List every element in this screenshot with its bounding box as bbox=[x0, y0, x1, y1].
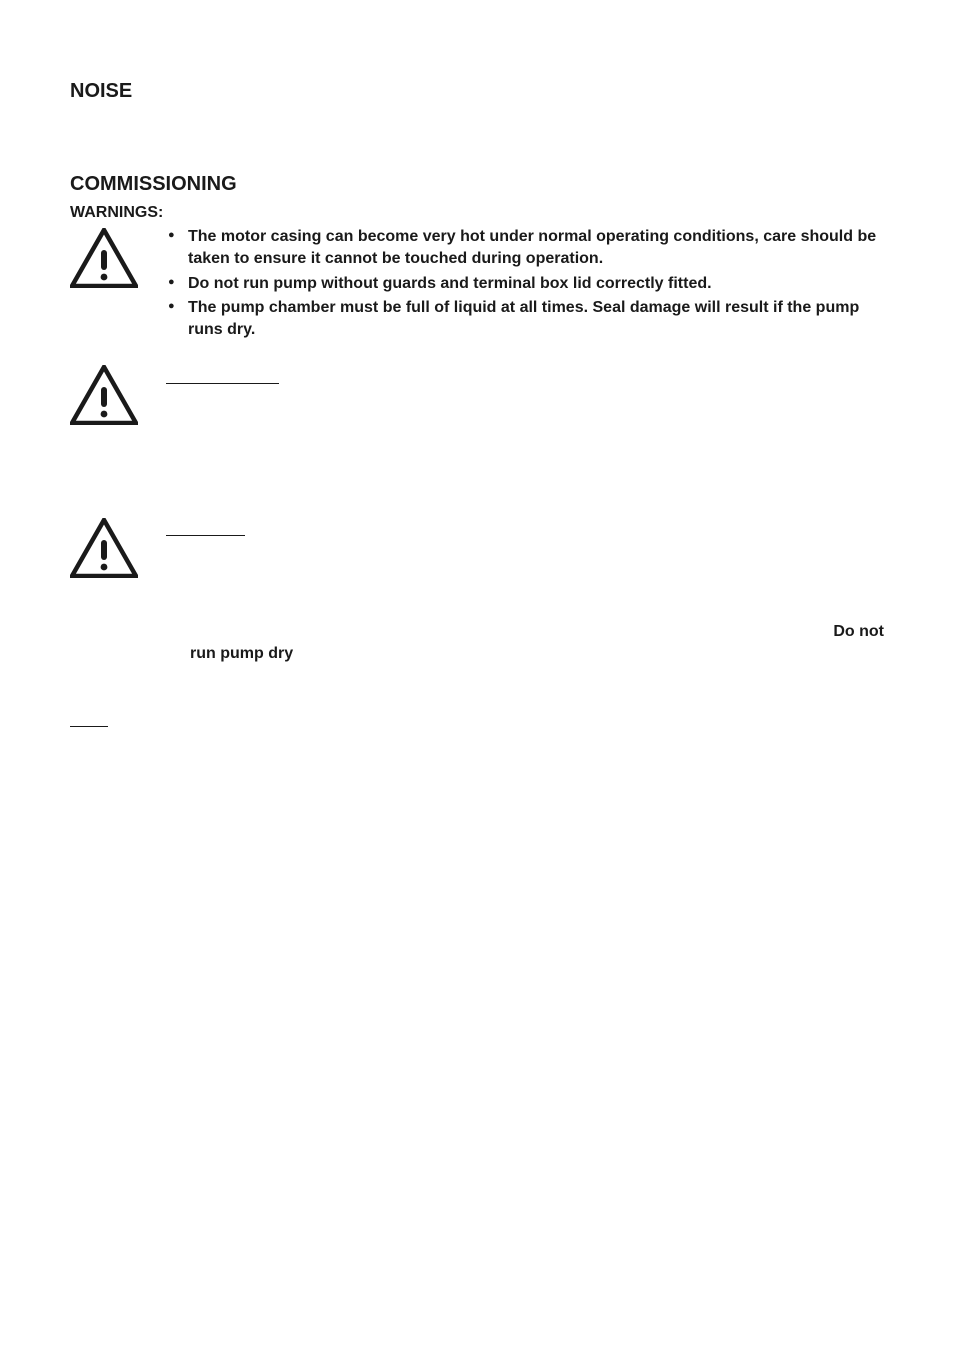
noise-section: NOISE The pump noise level depends on mo… bbox=[70, 80, 884, 133]
note-text: For a constant running pump fit a non-re… bbox=[70, 708, 872, 747]
suction-lift-content: Suction Lift The pump chamber is require… bbox=[166, 516, 884, 613]
warnings-row-main: The motor casing can become very hot und… bbox=[70, 226, 884, 343]
warning-bullet: The motor casing can become very hot und… bbox=[166, 226, 884, 269]
warnings-bullets-container: The motor casing can become very hot und… bbox=[166, 226, 884, 343]
flooded-suction-content: Flooded suction Open the outlet valve an… bbox=[166, 363, 884, 501]
run-pump-dry-text: run pump dry bbox=[190, 645, 293, 662]
commissioning-section: COMMISSIONING WARNINGS: The motor casing… bbox=[70, 173, 884, 750]
warning-bullet: The pump chamber must be full of liquid … bbox=[166, 297, 884, 340]
warning-triangle-icon bbox=[70, 365, 138, 430]
noise-heading: NOISE bbox=[70, 80, 884, 103]
suction-lift-text-before: The pump chamber is required to be fille… bbox=[166, 548, 865, 610]
do-not-text: Do not bbox=[833, 621, 884, 643]
noise-body: The pump noise level depends on motor fi… bbox=[70, 111, 884, 133]
flooded-suction-label: Flooded suction bbox=[166, 365, 279, 384]
note-block: Note: For a constant running pump fit a … bbox=[70, 706, 884, 751]
suction-lift-paragraph: The pump chamber is required to be fille… bbox=[166, 546, 884, 613]
suction-lift-block: Suction Lift The pump chamber is require… bbox=[70, 516, 884, 688]
warning-bullet: Do not run pump without guards and termi… bbox=[166, 273, 884, 295]
suction-lift-label: Suction Lift bbox=[166, 516, 245, 536]
commissioning-heading: COMMISSIONING bbox=[70, 173, 884, 196]
flooded-suction-text: Open the outlet valve and the inlet valv… bbox=[166, 390, 884, 502]
suction-lift-emphasis-line2: run pump dry. Start pump, when at full s… bbox=[190, 643, 884, 688]
note-label: Note: bbox=[70, 708, 108, 727]
warning-triangle-icon bbox=[70, 518, 138, 583]
warning-triangle-icon bbox=[70, 228, 138, 293]
flooded-suction-block: Flooded suction Open the outlet valve an… bbox=[70, 363, 884, 501]
warnings-label: WARNINGS: bbox=[70, 204, 884, 222]
suction-lift-emphasis-line1: Do not bbox=[70, 621, 884, 643]
